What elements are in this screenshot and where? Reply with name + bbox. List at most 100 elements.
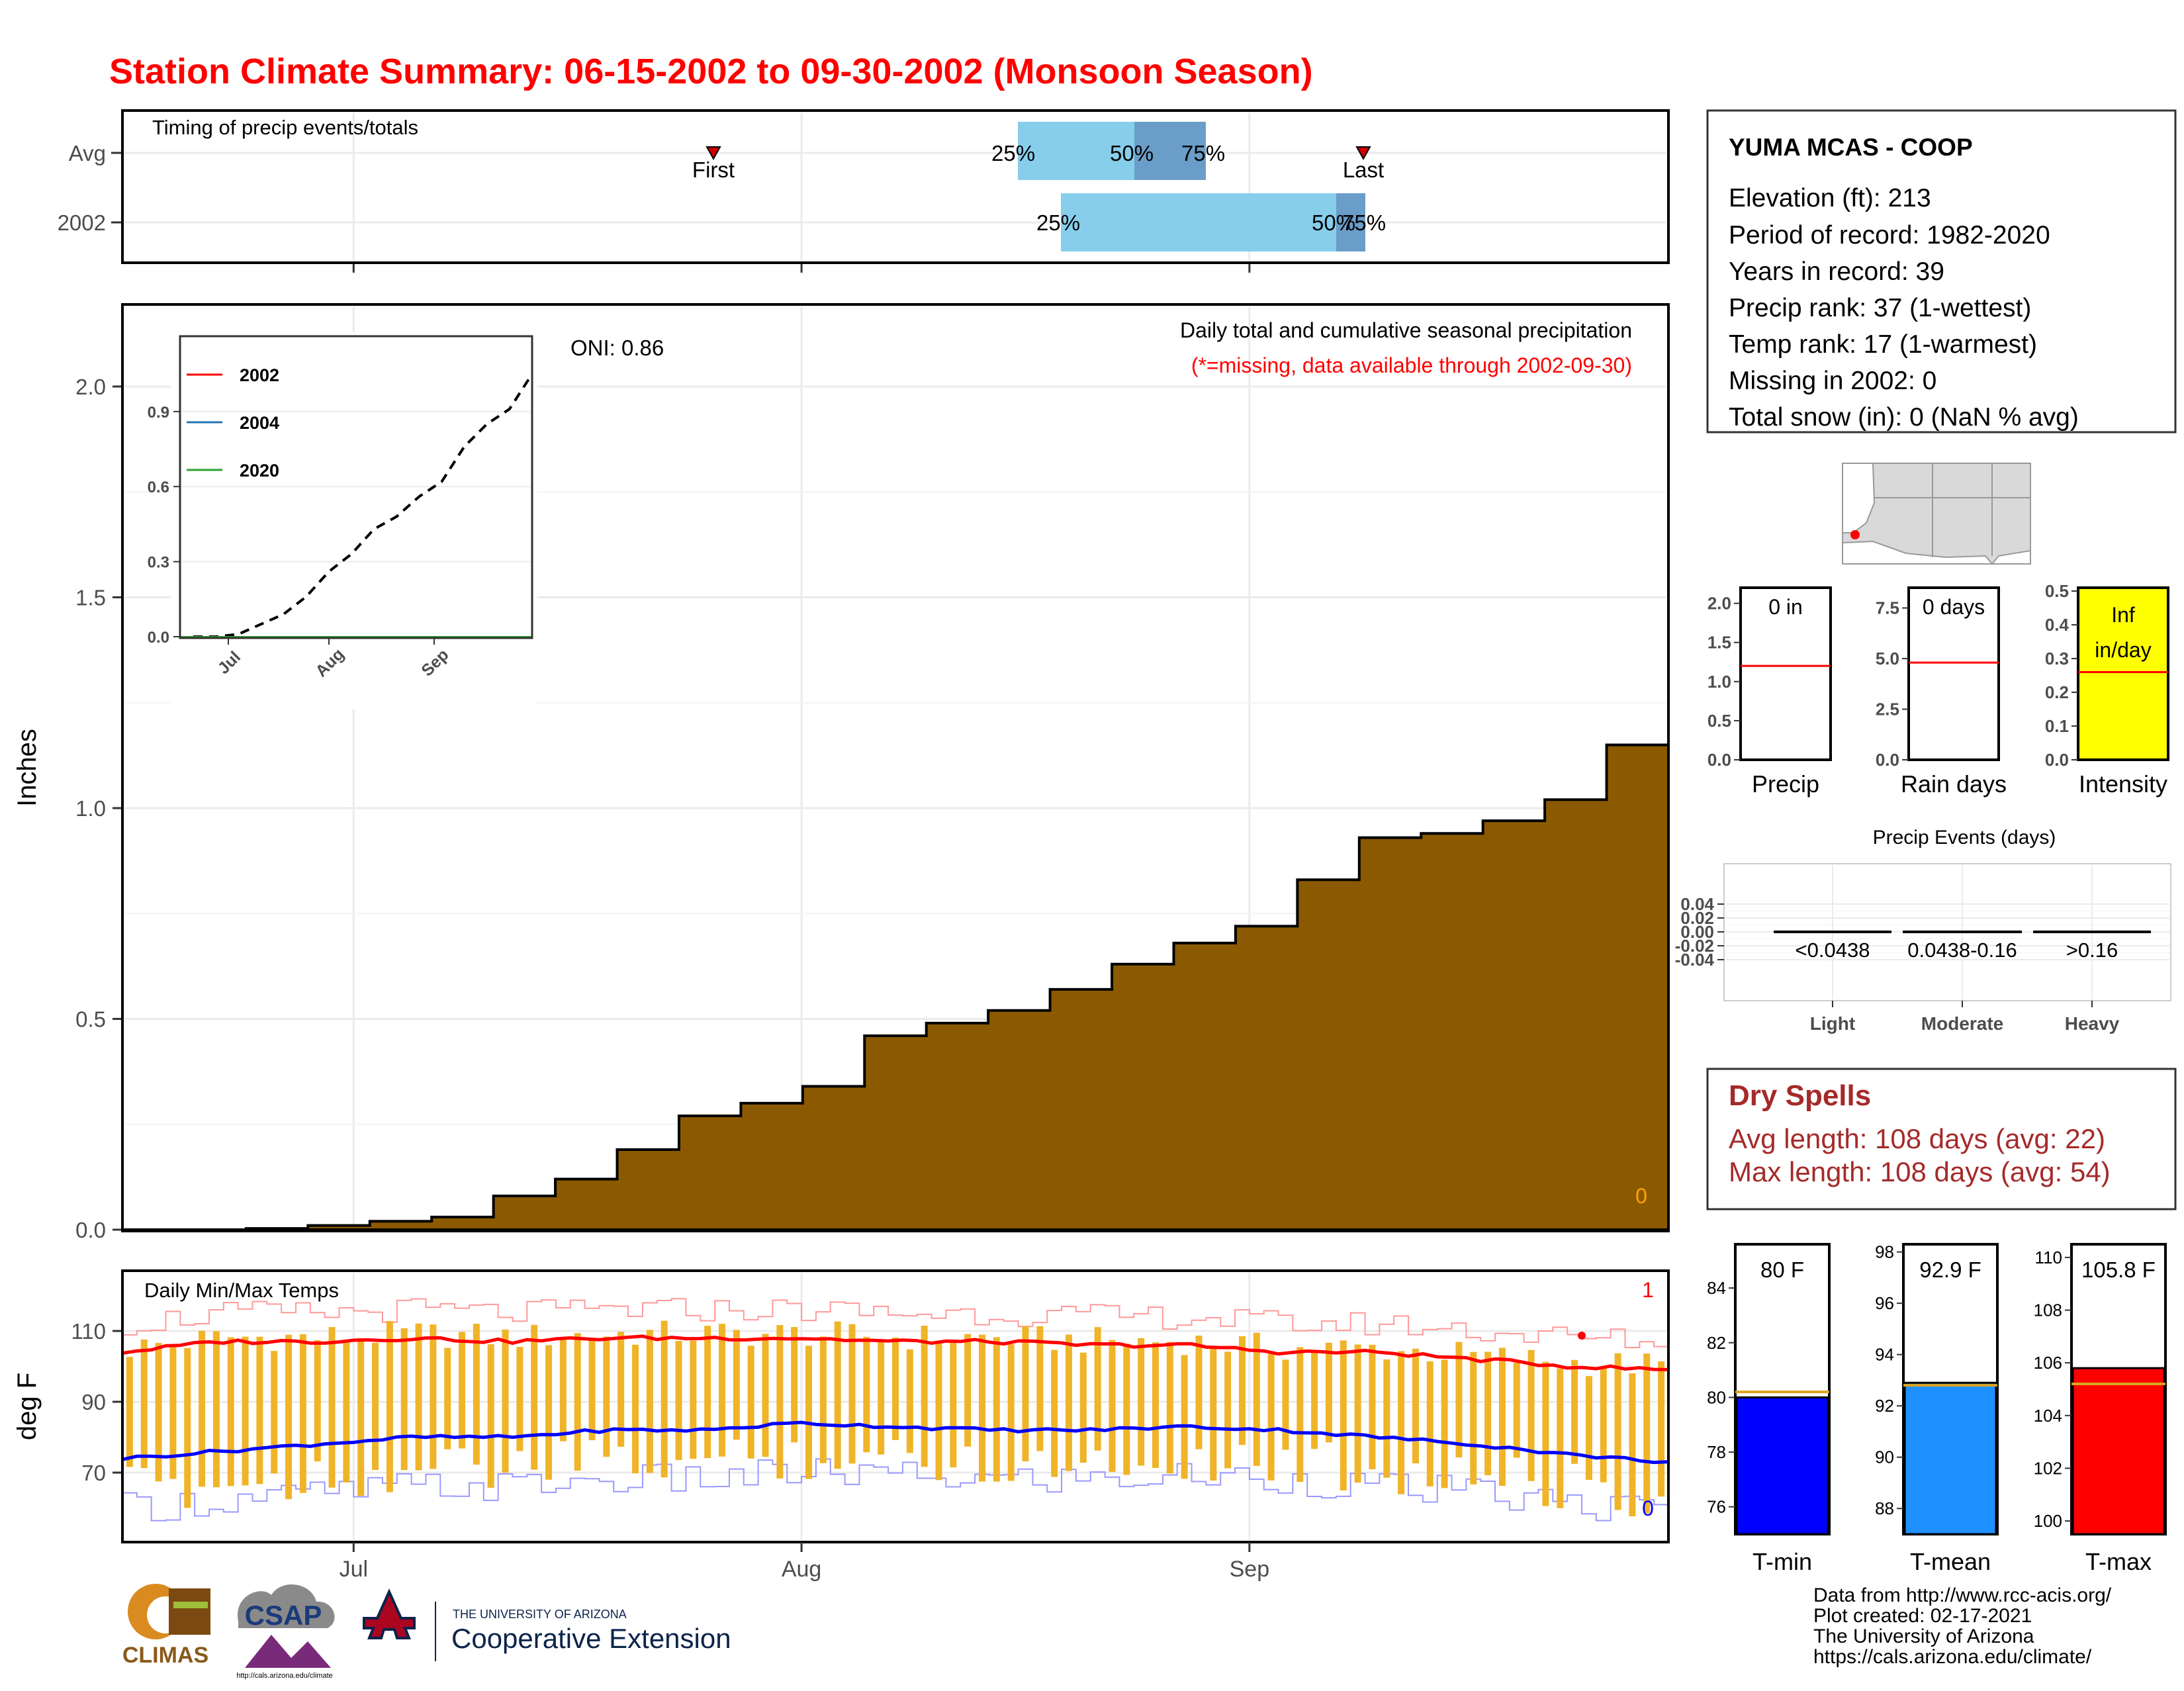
daily-temp-bar <box>1297 1347 1304 1482</box>
daily-temp-bar <box>574 1333 581 1471</box>
daily-temp-bar <box>1238 1336 1246 1445</box>
mini-bar-ytick: 0.4 <box>2045 615 2070 635</box>
inset-ytick: 0.6 <box>148 479 169 496</box>
precip-ytick: 0.0 <box>75 1218 106 1242</box>
event-range-light: <0.0438 <box>1796 938 1870 962</box>
daily-temp-bar <box>1629 1373 1636 1517</box>
daily-temp-bar <box>1484 1351 1492 1475</box>
daily-temp-bar <box>184 1348 191 1508</box>
mini-bar-ytick: 2.5 <box>1876 700 1899 719</box>
station-name: YUMA MCAS - COOP <box>1729 134 1973 161</box>
daily-temp-bar <box>212 1331 220 1488</box>
mini-bar-frame <box>1907 586 2000 761</box>
temp-bar-ytick: 88 <box>1875 1498 1894 1518</box>
y2002-p25-label: 25% <box>1036 210 1080 235</box>
daily-temp-bar <box>834 1321 841 1469</box>
daily-temp-bar <box>357 1338 365 1496</box>
daily-temp-bar <box>892 1338 899 1440</box>
daily-temp-bar <box>1383 1359 1390 1478</box>
daily-temp-bar <box>617 1332 625 1447</box>
mini-bar-ytick: 0.0 <box>1707 750 1731 770</box>
last-label: Last <box>1343 158 1384 182</box>
precip-ytick: 1.5 <box>75 586 106 610</box>
daily-temp-bar <box>473 1324 480 1465</box>
daily-temp-bar <box>704 1326 711 1459</box>
daily-temp-bar <box>430 1324 437 1469</box>
daily-temp-bar <box>1643 1353 1651 1514</box>
inset-ytick: 0.3 <box>148 554 169 572</box>
university-of-arizona-logo: THE UNIVERSITY OF ARIZONA Cooperative Ex… <box>363 1588 731 1661</box>
daily-temp-bar <box>386 1320 393 1492</box>
mini-bar-ytick: 0.3 <box>2045 649 2069 668</box>
daily-temp-bar <box>1398 1351 1405 1494</box>
events-ytick: 0.00 <box>1680 922 1714 942</box>
temp-ylabel: deg F <box>13 1373 42 1440</box>
avg-max-temp-line <box>122 1334 1669 1371</box>
daily-temp-bar <box>242 1336 249 1486</box>
daily-temp-bar <box>545 1345 553 1480</box>
daily-temp-bar <box>993 1337 1000 1482</box>
daily-temp-bar <box>1441 1359 1448 1488</box>
daily-temp-bar <box>660 1320 668 1478</box>
temp-bar-charts: 76 78 80 82 84 80 F T-min 88 90 92 94 96 98 92.9 F T-m… <box>1707 1242 2167 1575</box>
footer-plot-created: Plot created: 02-17-2021 <box>1813 1605 2032 1627</box>
event-cat-light: Light <box>1810 1013 1855 1034</box>
temp-bar-label: T-max <box>2085 1548 2152 1575</box>
y2002-p75-label: 75% <box>1342 210 1386 235</box>
daily-temp-bar <box>559 1340 567 1441</box>
temp-bar-ytick: 78 <box>1707 1442 1726 1462</box>
daily-temp-bar <box>1253 1332 1260 1466</box>
daily-temp-bar <box>299 1334 306 1493</box>
mini-bar-label: Intensity <box>2079 770 2167 798</box>
temp-bar-ytick: 104 <box>2034 1406 2062 1426</box>
daily-temp-bar <box>516 1346 523 1451</box>
station-missing: Missing in 2002: 0 <box>1729 367 1936 395</box>
last-marker-icon <box>1355 146 1371 161</box>
daily-temp-bar <box>762 1334 769 1457</box>
climas-logo: CLIMAS <box>122 1584 210 1668</box>
timing-title: Timing of precip events/totals <box>152 116 418 139</box>
first-marker-icon <box>705 146 721 161</box>
climas-text: CLIMAS <box>122 1643 208 1668</box>
daily-temp-bar <box>776 1325 784 1479</box>
legend-2004: 2004 <box>240 413 279 433</box>
mini-bar-ytick: 0.0 <box>2045 750 2069 770</box>
precip-ylabel: Inches <box>13 729 42 807</box>
daily-temp-bar <box>906 1349 913 1453</box>
oni-label: ONI: 0.86 <box>570 336 664 360</box>
record-min-count: 0 <box>1642 1496 1654 1520</box>
daily-temp-bar <box>1412 1348 1419 1464</box>
precip-ytick: 0.5 <box>75 1007 106 1032</box>
daily-temp-bar <box>227 1337 234 1486</box>
station-info-box: YUMA MCAS - COOP Elevation (ft): 213 Per… <box>1706 109 2177 434</box>
mini-bar-value: 0 days <box>1923 595 1985 619</box>
first-label: First <box>692 158 735 182</box>
daily-temp-bar <box>1369 1344 1376 1469</box>
daily-temp-bar <box>1282 1359 1289 1450</box>
footer-university: The University of Arizona <box>1813 1625 2034 1647</box>
daily-temp-bar <box>459 1332 466 1449</box>
daily-temp-bar <box>978 1334 985 1482</box>
daily-temp-bar <box>1557 1368 1564 1508</box>
daily-temp-bar <box>400 1328 408 1471</box>
daily-temp-bar <box>169 1344 177 1479</box>
daily-temp-bar <box>1224 1351 1232 1469</box>
daily-temp-bar <box>1542 1361 1549 1506</box>
station-temp-rank: Temp rank: 17 (1-warmest) <box>1729 330 2037 359</box>
daily-temp-bar <box>1152 1342 1159 1468</box>
mini-bar-ytick: 2.0 <box>1707 594 1731 614</box>
temp-bar-value: 80 F <box>1760 1257 1804 1282</box>
daily-temp-bar <box>588 1338 596 1441</box>
daily-temp-bar <box>1079 1352 1087 1463</box>
mini-bar-frame <box>1739 586 1832 761</box>
daily-temp-bar <box>343 1341 350 1483</box>
dry-spells-max: Max length: 108 days (avg: 54) <box>1729 1156 2111 1187</box>
daily-temp-bar <box>415 1323 422 1471</box>
daily-temp-bar <box>1065 1334 1072 1471</box>
precip-events-chart: Precip Events (days) <0.0438 0.0438-0.16… <box>1675 827 2171 1034</box>
daily-temp-bar <box>603 1336 610 1457</box>
footer-url: https://cals.arizona.edu/climate/ <box>1813 1646 2092 1668</box>
daily-temp-bar <box>199 1330 206 1487</box>
